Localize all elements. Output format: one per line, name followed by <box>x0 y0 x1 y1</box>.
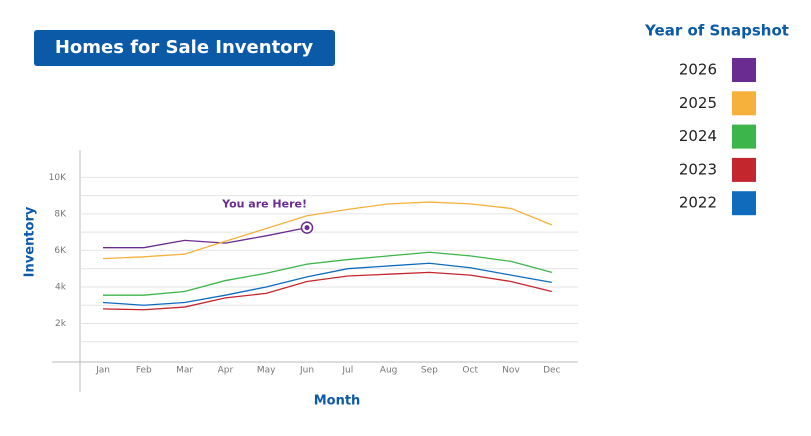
chart-title: Homes for Sale Inventory <box>55 37 314 58</box>
y-tick-label: 8K <box>54 209 67 219</box>
x-tick-label: Feb <box>136 366 152 376</box>
current-marker-dot <box>304 225 310 231</box>
x-tick-label: Aug <box>380 366 398 376</box>
y-axis-label: Inventory <box>23 206 38 277</box>
legend-swatch <box>732 157 756 182</box>
series-line <box>102 271 552 311</box>
x-tick-label: Jul <box>341 366 353 376</box>
annotation: You are Here! <box>221 198 307 211</box>
series-line <box>103 251 552 296</box>
y-tick-label: 6K <box>54 246 67 256</box>
x-tick-label: Jan <box>95 366 110 376</box>
legend-label: 2023 <box>679 160 717 178</box>
x-tick-label: Dec <box>543 366 560 376</box>
legend-label: 2022 <box>679 194 717 212</box>
series-line <box>102 201 553 260</box>
x-tick-label: Nov <box>502 366 520 376</box>
legend-swatch <box>732 58 756 82</box>
legend-label: 2024 <box>679 127 717 145</box>
series-line <box>103 226 308 249</box>
x-tick-label: Jun <box>299 366 314 376</box>
x-tick-label: May <box>257 366 276 376</box>
title-badge <box>34 30 335 66</box>
x-tick-label: Apr <box>218 366 234 376</box>
y-tick-label: 2k <box>55 319 67 329</box>
series-line <box>102 262 552 306</box>
legend-swatch <box>732 124 756 149</box>
x-tick-label: Mar <box>176 366 193 376</box>
x-axis-label: Month <box>314 394 361 409</box>
y-tick-label: 4k <box>55 282 67 292</box>
legend-swatch <box>732 91 756 116</box>
legend-title: Year of Snapshot <box>644 22 789 40</box>
x-tick-label: Sep <box>421 366 438 376</box>
y-tick-label: 10K <box>49 173 67 183</box>
legend-swatch <box>732 191 756 216</box>
x-tick-label: Oct <box>462 366 478 376</box>
legend-label: 2025 <box>679 94 717 112</box>
legend-label: 2026 <box>679 61 717 79</box>
